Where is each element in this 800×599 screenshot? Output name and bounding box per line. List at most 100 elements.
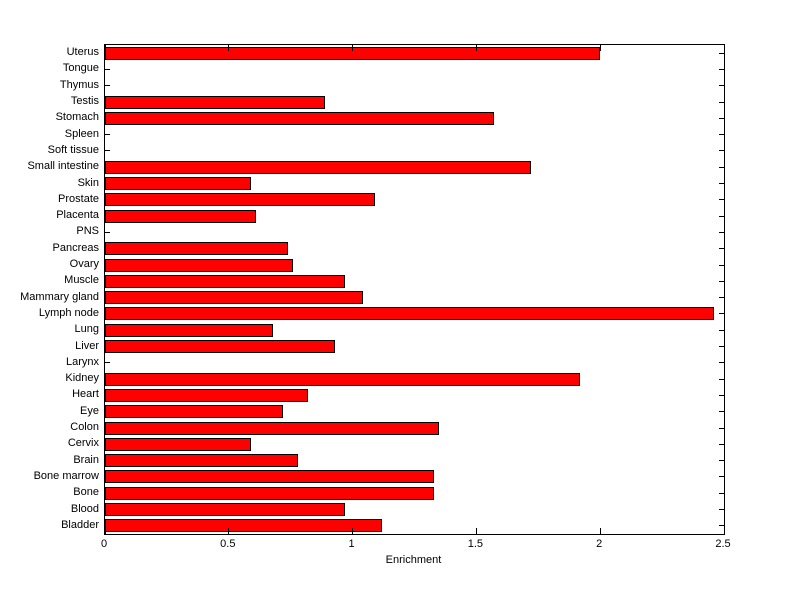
y-tick-label: Bladder (61, 518, 99, 531)
x-tick-label: 2 (596, 538, 603, 550)
y-tick-left (105, 134, 110, 136)
y-tick-label: Small intestine (27, 160, 99, 173)
bar (105, 242, 289, 256)
y-tick-label: Bone marrow (33, 469, 99, 482)
x-tick-top (104, 45, 106, 51)
y-tick-label: Pancreas (52, 241, 99, 254)
y-tick-label: Lung (74, 323, 99, 336)
x-tick-top (228, 45, 230, 51)
x-tick-bottom (228, 528, 230, 534)
x-tick-label: 2.5 (715, 538, 731, 550)
y-tick-left (105, 362, 110, 364)
y-tick-label: Prostate (58, 192, 99, 205)
x-tick-label: 1.5 (467, 538, 484, 550)
y-tick-right (719, 199, 724, 201)
x-tick-label: 0.5 (220, 538, 236, 550)
y-tick-label: Testis (70, 95, 99, 108)
x-tick-bottom (723, 528, 725, 534)
y-tick-right (719, 509, 724, 511)
y-tick-right (719, 231, 724, 233)
y-tick-right (719, 215, 724, 217)
bar (105, 111, 494, 125)
bar (105, 372, 581, 386)
x-tick-bottom (352, 528, 354, 534)
bar (105, 209, 257, 223)
y-tick-right (719, 492, 724, 494)
y-tick-label: Kidney (65, 372, 99, 385)
y-tick-right (719, 476, 724, 478)
x-tick-label: 1 (348, 538, 355, 550)
bar (105, 470, 435, 484)
y-tick-label: Bone (73, 486, 99, 499)
y-tick-label: Brain (73, 453, 99, 466)
y-tick-right (719, 248, 724, 250)
y-tick-right (719, 525, 724, 527)
y-tick-label: Mammary gland (20, 290, 99, 303)
y-tick-right (719, 411, 724, 413)
bar (105, 437, 252, 451)
y-tick-right (719, 166, 724, 168)
y-tick-right (719, 280, 724, 282)
y-tick-label: Heart (72, 388, 99, 401)
x-tick-label: 0 (100, 538, 108, 550)
y-tick-label: Tongue (62, 62, 99, 75)
bar (105, 160, 531, 174)
y-tick-right (719, 362, 724, 364)
bar (105, 421, 440, 435)
bar (105, 503, 346, 517)
x-tick-bottom (599, 528, 601, 534)
y-tick-right (719, 313, 724, 315)
y-tick-label: PNS (76, 225, 99, 238)
x-axis-label: Enrichment (385, 554, 442, 566)
y-tick-label: Larynx (65, 355, 99, 368)
y-tick-label: Muscle (64, 274, 99, 287)
y-tick-label: Cervix (67, 437, 99, 450)
y-tick-left (105, 231, 110, 233)
bar (105, 307, 715, 321)
y-tick-right (719, 460, 724, 462)
y-tick-label: Eye (80, 404, 99, 417)
y-tick-right (719, 264, 724, 266)
bar (105, 519, 383, 533)
y-tick-label: Placenta (56, 209, 99, 222)
y-tick-label: Liver (75, 339, 99, 352)
bar (105, 454, 299, 468)
y-tick-right (719, 443, 724, 445)
y-tick-label: Uterus (66, 46, 99, 59)
y-tick-right (719, 183, 724, 185)
x-tick-top (352, 45, 354, 51)
y-tick-right (719, 134, 724, 136)
y-tick-right (719, 150, 724, 152)
x-tick-top (475, 45, 477, 51)
y-tick-label: Skin (77, 176, 99, 189)
y-tick-right (719, 52, 724, 54)
y-tick-left (105, 68, 110, 70)
bar (105, 258, 294, 272)
y-tick-label: Stomach (55, 111, 99, 124)
y-tick-label: Spleen (64, 127, 99, 140)
x-tick-bottom (104, 528, 106, 534)
y-tick-right (719, 117, 724, 119)
bar (105, 95, 326, 109)
y-tick-right (719, 68, 724, 70)
bar (105, 486, 435, 500)
y-tick-right (719, 101, 724, 103)
x-tick-top (723, 45, 725, 51)
bar (105, 405, 284, 419)
bar (105, 193, 375, 207)
y-tick-label: Ovary (69, 258, 99, 271)
bar (105, 323, 274, 337)
bar (105, 291, 363, 305)
bar (105, 340, 336, 354)
y-tick-right (719, 378, 724, 380)
plot-area (104, 44, 725, 535)
bar (105, 274, 346, 288)
y-tick-right (719, 85, 724, 87)
x-tick-bottom (475, 528, 477, 534)
y-tick-label: Colon (70, 421, 99, 434)
y-tick-right (719, 346, 724, 348)
y-tick-right (719, 394, 724, 396)
y-tick-right (719, 427, 724, 429)
bar (105, 388, 309, 402)
